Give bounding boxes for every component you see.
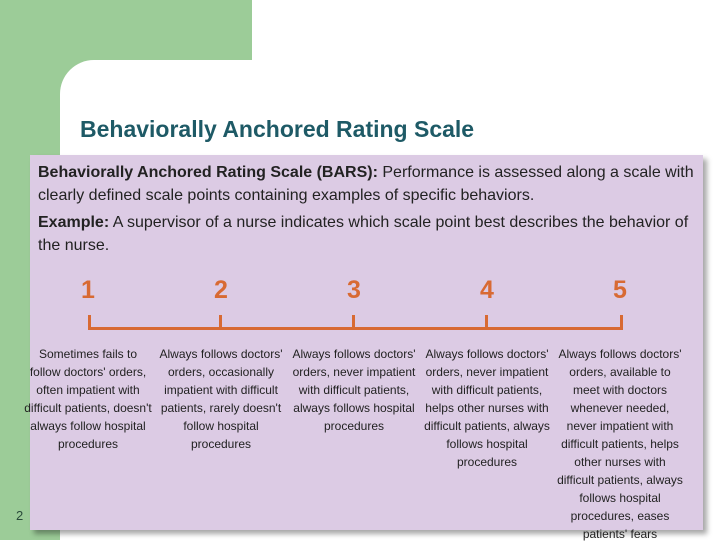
bars-figure: Behaviorally Anchored Rating Scale (BARS… [24,155,703,541]
scale-tick-5 [620,315,623,330]
scale-tick-4 [485,315,488,330]
slide-title: Behaviorally Anchored Rating Scale [80,116,475,142]
example-text: A supervisor of a nurse indicates which … [38,214,689,254]
bars-definition: Behaviorally Anchored Rating Scale (BARS… [38,161,698,207]
bars-definition-text: Performance is assessed along a scale wi… [38,164,694,204]
scale-number-3: 3 [347,276,361,304]
scale-number-4: 4 [480,276,494,304]
example-label: Example: [38,214,110,231]
scale-tick-1 [88,315,91,330]
scale-number-2: 2 [214,276,228,304]
bars-term: Behaviorally Anchored Rating Scale (BARS… [38,164,378,181]
scale-anchor-4: Always follows doctors' orders, never im… [424,347,550,469]
scale-anchor-2: Always follows doctors' orders, occasion… [159,347,283,451]
bars-example: Example: A supervisor of a nurse indicat… [38,211,698,257]
scale-number-5: 5 [613,276,627,304]
scale-tick-3 [352,315,355,330]
scale-tick-2 [219,315,222,330]
scale-anchor-5: Always follows doctors' orders, availabl… [557,347,683,541]
scale-axis-line [90,327,622,330]
scale-anchor-3: Always follows doctors' orders, never im… [292,347,416,433]
scale-number-1: 1 [81,276,95,304]
page-number: 2 [16,508,24,523]
scale-anchor-1: Sometimes fails to follow doctors' order… [24,347,152,451]
